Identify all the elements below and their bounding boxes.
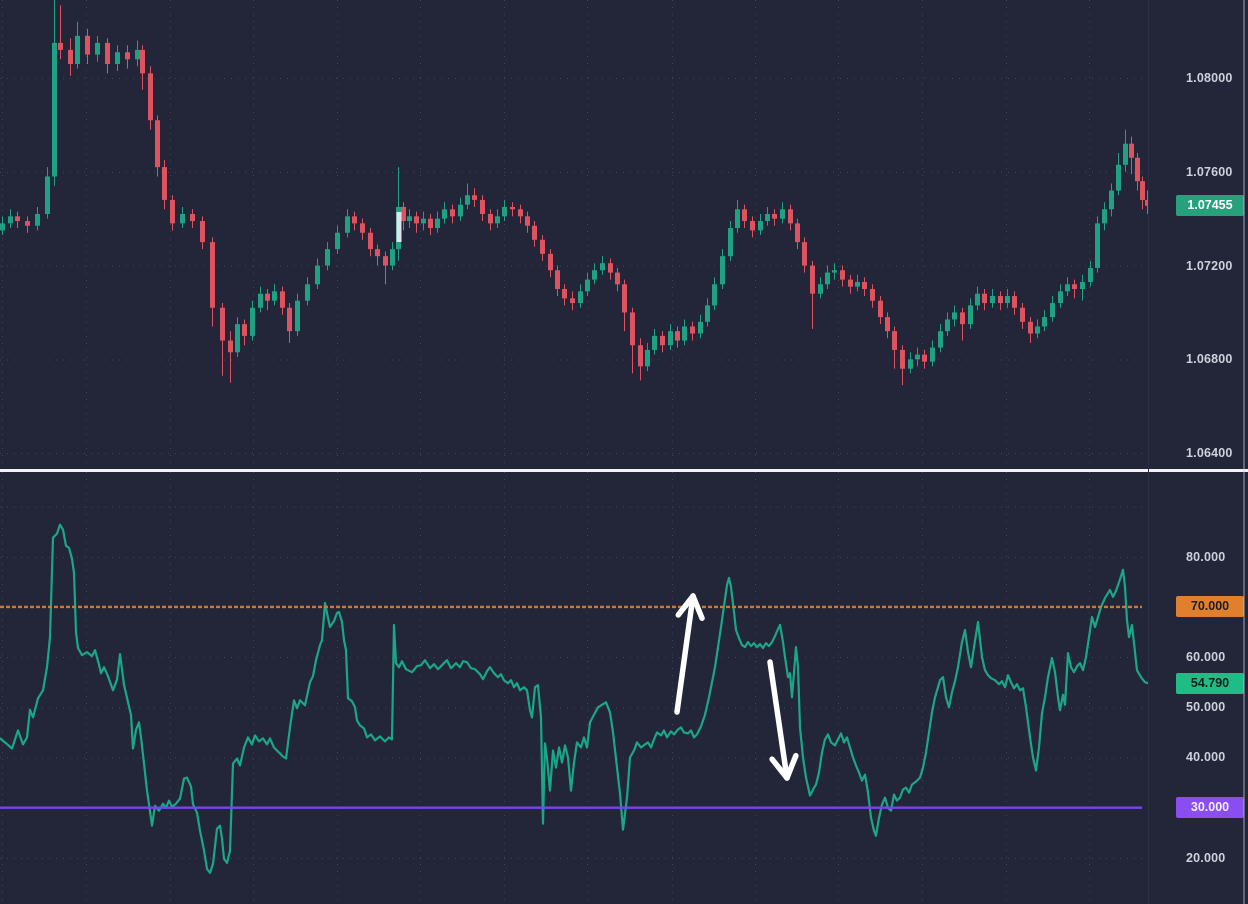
rsi-axis-label: 60.000 [1186,650,1226,665]
price-axis-label: 1.07600 [1186,164,1233,179]
price-axis-label: 1.08000 [1186,71,1233,86]
scale-edge-strip [1243,0,1245,904]
selected-bar-marker [396,212,402,242]
price-axis-label: 1.06800 [1186,352,1233,367]
price-chart-panel[interactable] [0,0,1148,469]
rsi-upper-level-badge: 70.000 [1176,596,1244,618]
candlestick-chart [0,0,1148,469]
rsi-axis-label: 50.000 [1186,700,1226,715]
price-axis-label: 1.06400 [1186,446,1233,461]
grid-lines [0,472,1148,904]
price-scale-axis[interactable]: 1.07455 70.000 54.790 30.000 1.08000 1.07… [1148,0,1248,904]
rsi-axis-label: 20.000 [1186,850,1226,865]
rsi-lower-level-badge: 30.000 [1176,797,1244,819]
rsi-axis-label: 40.000 [1186,750,1226,765]
rsi-line-chart [0,472,1148,904]
panel-separator-handle[interactable] [0,469,1248,472]
candles-series [0,0,1148,386]
rsi-line [0,523,1148,874]
rsi-axis-label: 80.000 [1186,549,1226,564]
last-price-badge: 1.07455 [1176,195,1244,217]
price-axis-label: 1.07200 [1186,258,1233,273]
rsi-last-value-badge: 54.790 [1176,672,1244,694]
rsi-indicator-panel[interactable] [0,472,1148,904]
grid-lines [0,0,1148,469]
